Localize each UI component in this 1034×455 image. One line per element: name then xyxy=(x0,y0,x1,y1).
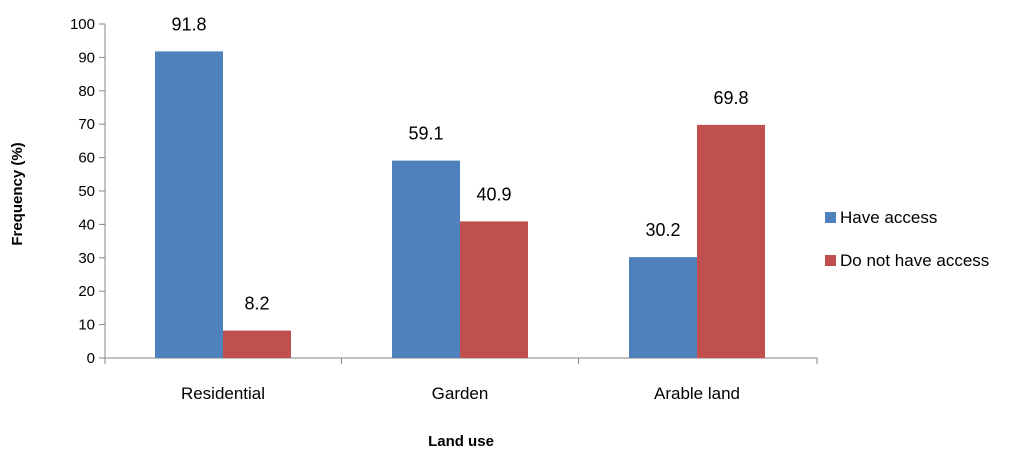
legend-label: Have access xyxy=(840,208,937,227)
y-tick-label: 30 xyxy=(78,250,95,267)
legend-swatch xyxy=(825,212,836,223)
y-tick-label: 10 xyxy=(78,317,95,334)
y-tick-label: 100 xyxy=(70,16,95,33)
y-axis-title: Frequency (%) xyxy=(9,142,26,245)
y-tick-label: 40 xyxy=(78,216,95,233)
data-label: 69.8 xyxy=(713,88,748,108)
legend-swatch xyxy=(825,255,836,266)
y-axis: 0 10 20 30 40 50 60 70 80 90 100 xyxy=(70,16,106,367)
x-axis: Residential Garden Arable land xyxy=(104,357,818,403)
y-tick-label: 80 xyxy=(78,83,95,100)
data-label: 8.2 xyxy=(244,294,269,314)
x-tick-label: Garden xyxy=(432,384,489,403)
bar xyxy=(697,124,765,358)
bar xyxy=(223,330,291,358)
y-tick-label: 70 xyxy=(78,116,95,133)
y-tick-label: 0 xyxy=(87,350,95,367)
bar xyxy=(629,257,697,358)
x-tick-label: Residential xyxy=(181,384,265,403)
y-tick-label: 50 xyxy=(78,183,95,200)
bars xyxy=(155,51,765,358)
y-tick-label: 20 xyxy=(78,283,95,300)
bar xyxy=(155,51,223,358)
data-label: 40.9 xyxy=(476,184,511,204)
data-label: 59.1 xyxy=(408,124,443,144)
y-tick-label: 60 xyxy=(78,150,95,167)
data-labels: 91.8 59.1 30.2 8.2 40.9 69.8 xyxy=(171,14,748,313)
y-tick-label: 90 xyxy=(78,49,95,66)
x-tick-label: Arable land xyxy=(654,384,740,403)
bar xyxy=(392,160,460,358)
legend-label: Do not have access xyxy=(840,251,989,270)
bar xyxy=(460,221,528,358)
x-axis-title: Land use xyxy=(428,433,494,450)
data-label: 91.8 xyxy=(171,14,206,34)
legend: Have access Do not have access xyxy=(825,208,989,270)
data-label: 30.2 xyxy=(645,220,680,240)
